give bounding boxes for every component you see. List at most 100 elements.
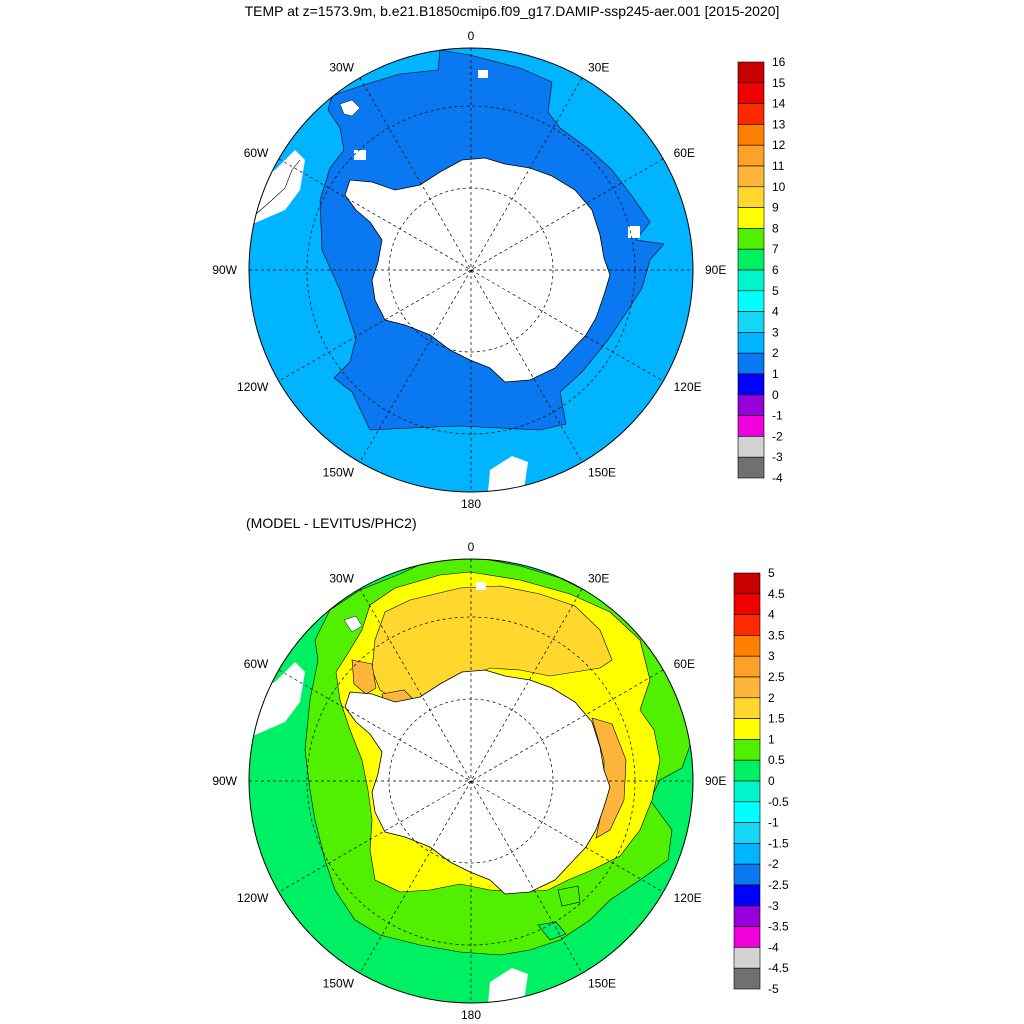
colorbar-label: -1.5 bbox=[768, 836, 789, 850]
model-temperature-map: 0 30E 60E 90E 120E 150E 180 150W 120W 90W 60W 30W bbox=[212, 29, 726, 511]
colorbar-label: -3 bbox=[772, 450, 783, 464]
colorbar-label: -4 bbox=[768, 940, 779, 954]
longitude-label: 30E bbox=[588, 60, 609, 74]
colorbar-swatch bbox=[737, 290, 765, 312]
colorbar-swatch bbox=[737, 165, 765, 188]
colorbar-swatch bbox=[737, 332, 765, 354]
colorbar-label: -2.5 bbox=[768, 878, 789, 892]
colorbar-label: -3.5 bbox=[768, 920, 789, 934]
colorbar-label: 2 bbox=[768, 691, 775, 705]
colorbar-swatch bbox=[737, 144, 765, 167]
colorbar-swatch bbox=[737, 394, 765, 416]
colorbar-label: -5 bbox=[768, 982, 779, 996]
colorbar-swatch bbox=[737, 352, 765, 375]
model-graticule bbox=[249, 48, 693, 492]
difference-temperature-fill bbox=[249, 559, 693, 1003]
longitude-label: 120W bbox=[237, 891, 269, 905]
colorbar-label: 0.5 bbox=[768, 753, 785, 767]
diff-warm-region bbox=[351, 659, 377, 695]
colorbar-swatch bbox=[733, 635, 761, 657]
longitude-label: 150W bbox=[323, 466, 355, 480]
sea-ice-patch-3 bbox=[478, 70, 488, 78]
diff-green-patch-2 bbox=[557, 885, 581, 907]
colorbar-swatch bbox=[737, 228, 765, 250]
figure-title: TEMP at z=1573.9m, b.e21.B1850cmip6.f09_… bbox=[244, 3, 780, 19]
longitude-label: 0 bbox=[468, 29, 475, 43]
colorbar-label: 13 bbox=[772, 117, 786, 131]
colorbar-swatch bbox=[733, 614, 761, 636]
colorbar-swatch bbox=[733, 739, 761, 761]
colorbar-label: 9 bbox=[772, 201, 779, 215]
diff-core-region bbox=[371, 585, 613, 701]
colorbar-swatch bbox=[733, 884, 761, 907]
colorbar-swatch bbox=[733, 780, 761, 803]
colorbar-swatch bbox=[733, 593, 761, 615]
colorbar-label: 5 bbox=[768, 566, 775, 580]
colorbar-swatch bbox=[733, 572, 761, 595]
colorbar-swatch bbox=[733, 676, 761, 699]
longitude-label: 150W bbox=[323, 977, 355, 991]
colorbar-label: -0.5 bbox=[768, 795, 789, 809]
colorbar-swatch bbox=[737, 269, 765, 292]
longitude-label: 30W bbox=[329, 571, 354, 585]
colorbar-swatch bbox=[733, 759, 761, 782]
difference-temperature-map: 0 30E 60E 90E 120E 150E 180 150W 120W 90W 60W 30W bbox=[212, 540, 726, 1022]
colorbar-label: 3 bbox=[772, 325, 779, 339]
colorbar-swatch bbox=[737, 61, 765, 84]
diff-sea-ice-patch-1 bbox=[343, 615, 363, 633]
longitude-label: 60W bbox=[244, 657, 269, 671]
difference-subtitle: (MODEL - LEVITUS/PHC2) bbox=[246, 515, 417, 531]
colorbar-swatch bbox=[733, 655, 761, 678]
colorbar-swatch bbox=[737, 207, 765, 229]
colorbar-label: -4 bbox=[772, 471, 783, 485]
colorbar-swatch bbox=[737, 456, 765, 479]
open-water-gap bbox=[488, 456, 528, 492]
longitude-label: 0 bbox=[468, 540, 475, 554]
model-map-border bbox=[248, 47, 694, 493]
longitude-label: 150E bbox=[588, 466, 616, 480]
longitude-label: 90W bbox=[212, 774, 237, 788]
colorbar-label: 4 bbox=[768, 608, 775, 622]
longitude-label: 90E bbox=[705, 774, 726, 788]
diff-green-patch bbox=[537, 921, 567, 941]
colorbar-label: -2 bbox=[768, 857, 779, 871]
longitude-label: 120E bbox=[674, 380, 702, 394]
colorbar-swatch bbox=[737, 124, 765, 146]
diff-sea-ice-patch-2 bbox=[476, 582, 486, 590]
colorbar-swatch bbox=[733, 718, 761, 740]
colorbar-label: 10 bbox=[772, 180, 786, 194]
longitude-label: 30W bbox=[329, 60, 354, 74]
longitude-label: 120W bbox=[237, 380, 269, 394]
longitude-label: 90W bbox=[212, 263, 237, 277]
colorbar-label: 12 bbox=[772, 138, 786, 152]
difference-longitude-labels: 0 30E 60E 90E 120E 150E 180 150W 120W 90W 60W 30W bbox=[212, 540, 726, 1022]
colorbar-swatch bbox=[737, 248, 765, 271]
sea-ice-patch-1 bbox=[339, 99, 361, 117]
colorbar-label: 14 bbox=[772, 97, 786, 111]
colorbar-label: 4 bbox=[772, 305, 779, 319]
colorbar-label: 3.5 bbox=[768, 628, 785, 642]
longitude-label: 30E bbox=[588, 571, 609, 585]
longitude-label: 150E bbox=[588, 977, 616, 991]
longitude-label: 60E bbox=[674, 657, 695, 671]
colorbar-label: 2 bbox=[772, 346, 779, 360]
coastline-sa bbox=[254, 159, 301, 216]
colorbar-label: 3 bbox=[768, 649, 775, 663]
longitude-label: 60E bbox=[674, 146, 695, 160]
sea-ice-patch-4 bbox=[628, 226, 640, 238]
longitude-label: 60W bbox=[244, 146, 269, 160]
colorbar-label: -3 bbox=[768, 899, 779, 913]
colorbar-swatch bbox=[733, 822, 761, 844]
colorbar-swatch bbox=[733, 863, 761, 886]
colorbar-label: 8 bbox=[772, 221, 779, 235]
sea-ice-patch-2 bbox=[354, 150, 366, 160]
colorbar-label: 0 bbox=[768, 774, 775, 788]
colorbar-label: -1 bbox=[768, 816, 779, 830]
south-america-land-diff bbox=[250, 662, 305, 737]
colorbar-label: -1 bbox=[772, 409, 783, 423]
longitude-label: 180 bbox=[461, 1008, 481, 1022]
difference-map-border bbox=[248, 558, 694, 1004]
colorbar-label: 5 bbox=[772, 284, 779, 298]
difference-colorbar: 5 4.5 4 3.5 3 2.5 2 1.5 1 0.5 0 -0.5 -1 -1.5 -2 -2.5 -3 -… bbox=[733, 566, 789, 996]
colorbar-label: 11 bbox=[772, 159, 785, 173]
